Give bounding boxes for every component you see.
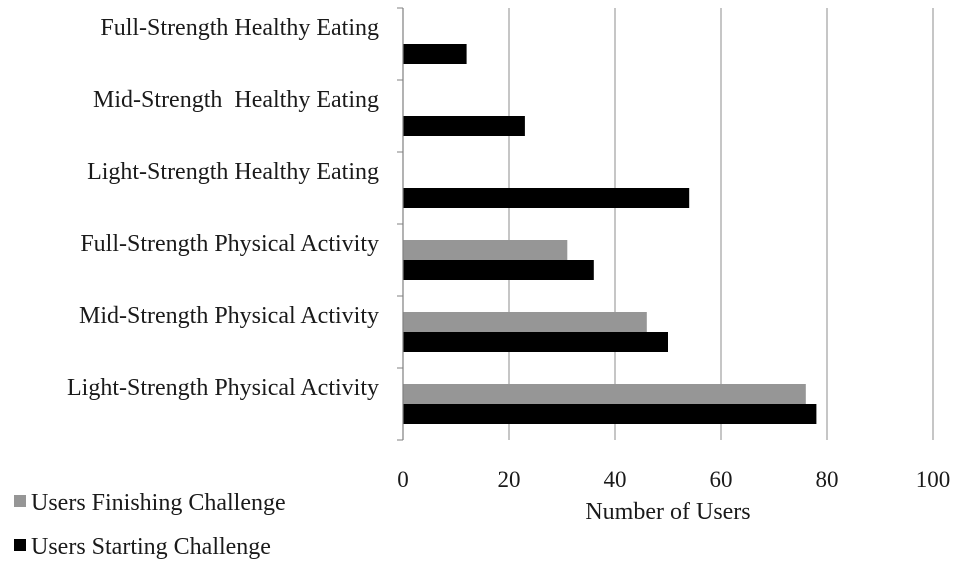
x-tick-label: 20 (498, 467, 521, 492)
legend: Users Finishing Challenge Users Starting… (14, 490, 286, 560)
x-axis-title: Number of Users (585, 499, 750, 525)
category-label: Full-Strength Physical Activity (80, 231, 379, 257)
x-tick-labels: 0 20 40 60 80 100 (397, 467, 950, 492)
category-labels: Full-Strength Healthy Eating Mid-Strength… (67, 15, 379, 401)
legend-swatch-finishing (14, 495, 26, 507)
bar-starting-2 (403, 188, 690, 208)
bar-finishing-3 (403, 240, 568, 260)
bar-starting-4 (403, 332, 668, 352)
bar-finishing-4 (403, 312, 647, 332)
x-tick-label: 60 (710, 467, 733, 492)
legend-swatch-starting (14, 539, 26, 551)
bar-starting-3 (403, 260, 594, 280)
category-label: Light-Strength Healthy Eating (87, 159, 379, 185)
bar-starting-5 (403, 404, 817, 424)
x-tick-label: 80 (816, 467, 839, 492)
category-label: Mid-Strength Healthy Eating (93, 87, 379, 113)
bar-finishing-5 (403, 384, 806, 404)
x-tick-label: 40 (604, 467, 627, 492)
bar-starting-1 (403, 116, 525, 136)
category-label: Mid-Strength Physical Activity (79, 303, 379, 329)
legend-label-finishing: Users Finishing Challenge (31, 490, 286, 516)
legend-label-starting: Users Starting Challenge (31, 534, 271, 560)
x-tick-label: 100 (916, 467, 951, 492)
y-axis-ticks (397, 7, 403, 441)
bars (403, 44, 817, 424)
bar-starting-0 (403, 44, 467, 64)
category-label: Light-Strength Physical Activity (67, 375, 379, 401)
gridlines (508, 8, 934, 440)
x-tick-label: 0 (397, 467, 409, 492)
category-label: Full-Strength Healthy Eating (100, 15, 379, 41)
